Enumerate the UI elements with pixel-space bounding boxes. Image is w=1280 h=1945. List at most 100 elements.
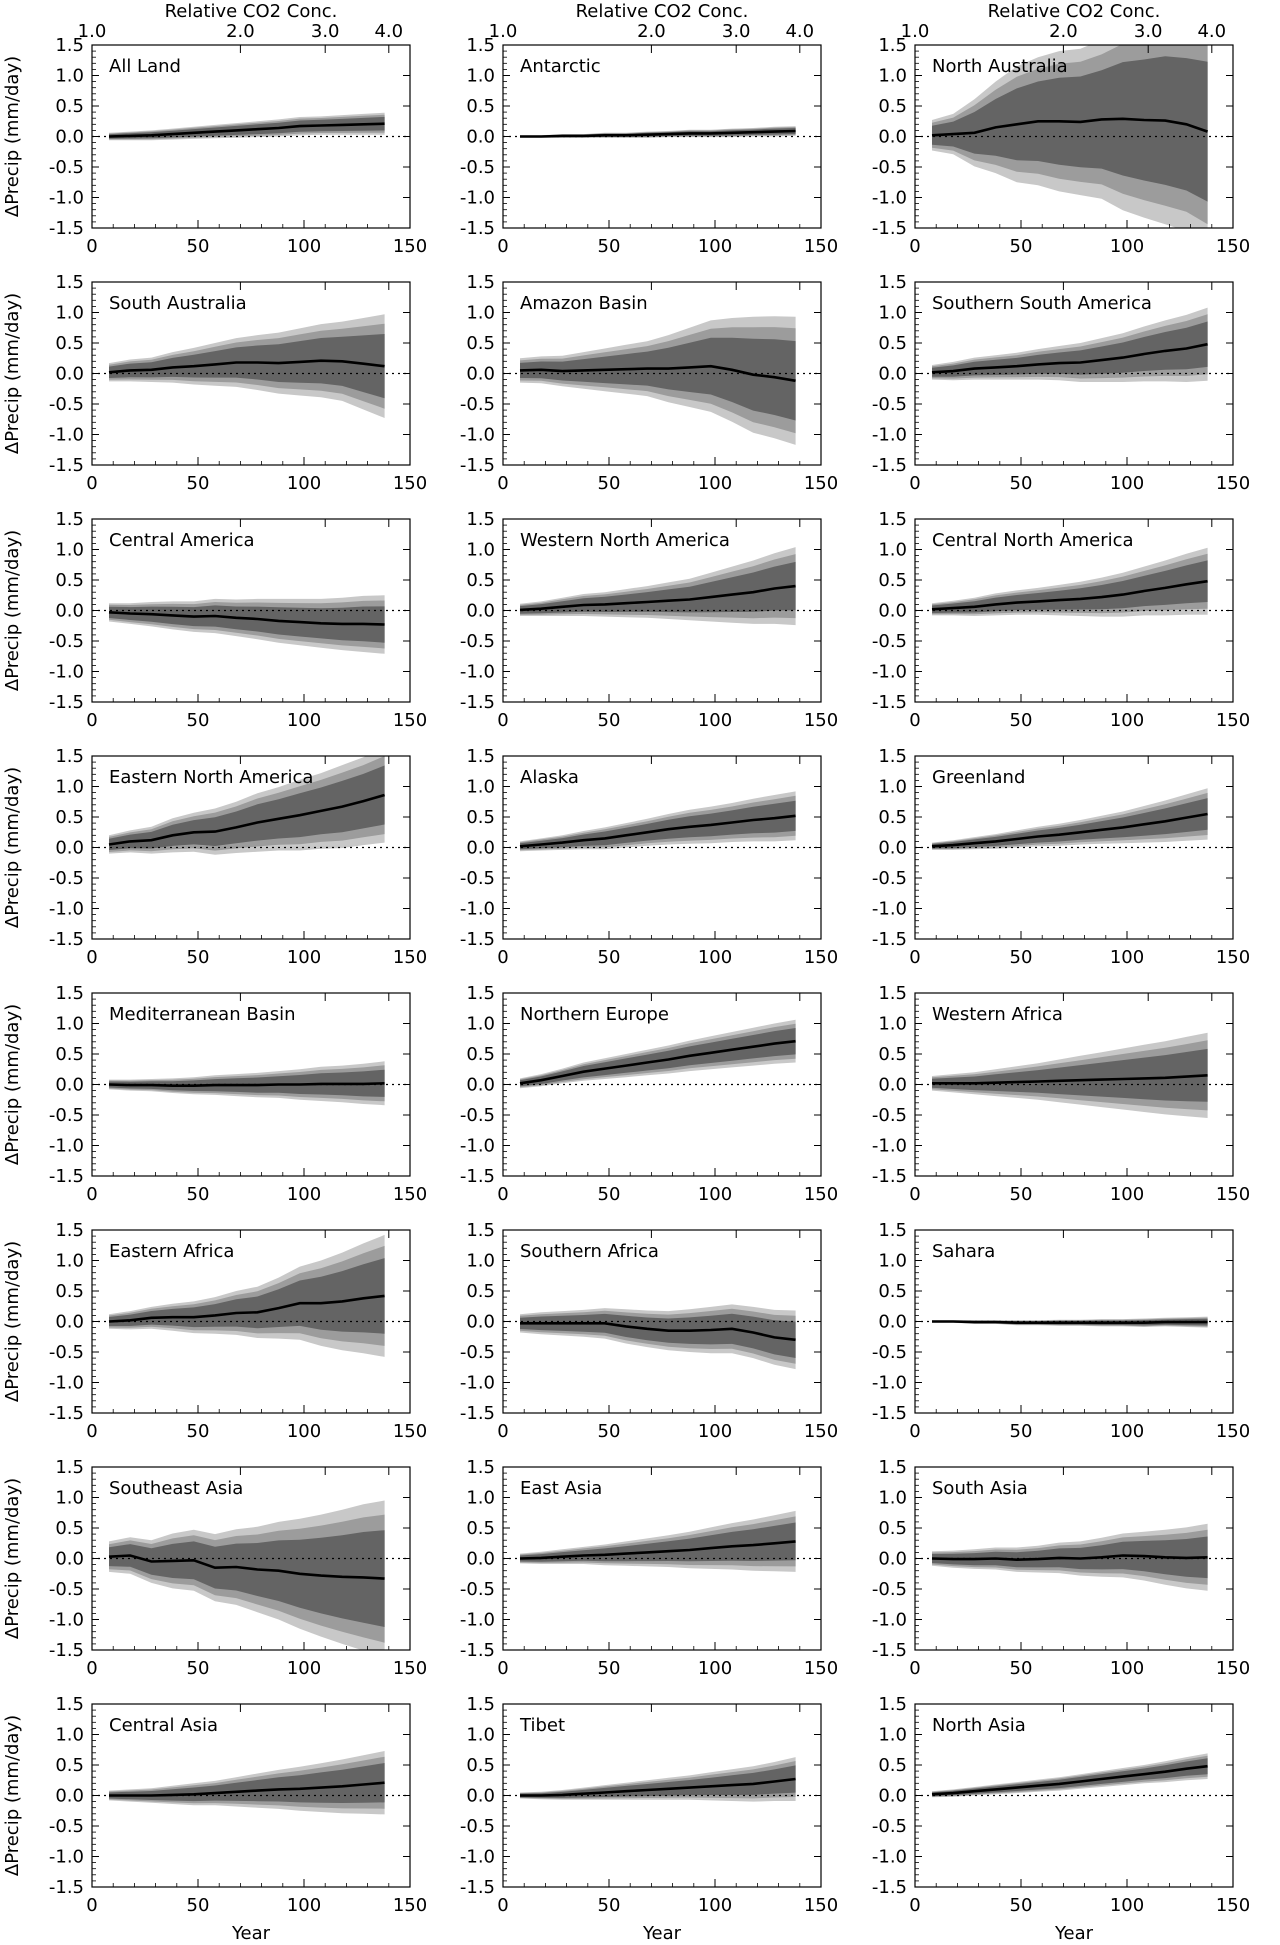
y-tick-label: -1.5 — [49, 1877, 84, 1898]
x-tick-label: 0 — [497, 1895, 508, 1916]
y-tick-label: -1.5 — [460, 455, 495, 476]
y-tick-label: -1.0 — [460, 899, 495, 920]
panel-sahara: 1.5 1.0 0.5 0.0 -0.5 -1.0 -1.50 50 100 150 Sahara — [872, 1220, 1250, 1442]
y-tick-label: 0.5 — [878, 1755, 907, 1776]
spread-band-3 — [932, 321, 1208, 377]
y-tick-label: 1.5 — [878, 272, 907, 293]
region-label: Amazon Basin — [520, 293, 648, 314]
mean-line — [519, 814, 796, 848]
x-tick-label: 150 — [1216, 710, 1250, 731]
y-tick-label: -1.0 — [49, 1610, 84, 1631]
spread-band-3 — [520, 1522, 796, 1562]
x-tick-label: 100 — [1110, 1658, 1144, 1679]
x-tick-label: 100 — [1110, 1421, 1144, 1442]
plot-area — [503, 1510, 821, 1572]
x-tick-label: 150 — [1216, 1421, 1250, 1442]
panel-mediterranean-basin: 1.5 1.0 0.5 0.0 -0.5 -1.0 -1.50 50 100 150 Mediter… — [2, 983, 427, 1205]
y-tick-label: 1.5 — [55, 1220, 84, 1241]
y-tick-label: -0.5 — [872, 1105, 907, 1126]
y-axis-title: ΔPrecip (mm/day) — [2, 1004, 23, 1165]
x-tick-label: 150 — [1216, 1184, 1250, 1205]
plot-area — [915, 1523, 1233, 1591]
spread-band-3 — [520, 561, 796, 614]
y-tick-label: 1.5 — [878, 1694, 907, 1715]
x-tick-label: 100 — [698, 1184, 732, 1205]
y-tick-label: 1.0 — [55, 540, 84, 561]
region-label: Eastern Africa — [109, 1241, 234, 1262]
y-tick-label: 1.0 — [878, 777, 907, 798]
y-tick-label: 1.5 — [878, 1220, 907, 1241]
top-tick-label: 3.0 — [311, 21, 340, 42]
x-tick-label: 50 — [187, 1658, 210, 1679]
x-tick-label: 50 — [598, 947, 621, 968]
mean-line — [931, 812, 1208, 848]
y-tick-label: 0.5 — [55, 1518, 84, 1539]
region-label: Northern Europe — [520, 1004, 669, 1025]
x-tick-label: 0 — [497, 236, 508, 257]
x-tick-label: 0 — [86, 1184, 97, 1205]
y-tick-label: 1.5 — [55, 1694, 84, 1715]
y-tick-label: -1.5 — [49, 692, 84, 713]
region-label: North Asia — [932, 1715, 1026, 1736]
y-tick-label: 1.5 — [466, 746, 495, 767]
mean-line — [108, 1554, 385, 1580]
x-tick-label: 50 — [598, 1421, 621, 1442]
x-tick-label: 0 — [497, 1658, 508, 1679]
top-tick-label: 1.0 — [78, 21, 107, 42]
y-tick-label: 0.5 — [466, 1518, 495, 1539]
y-tick-label: 0.0 — [878, 1786, 907, 1807]
x-tick-label: 50 — [1010, 710, 1033, 731]
y-tick-label: -1.0 — [460, 425, 495, 446]
y-tick-label: 1.0 — [878, 1725, 907, 1746]
y-tick-label: 0.5 — [466, 1281, 495, 1302]
top-tick-label: 2.0 — [226, 21, 255, 42]
x-tick-label: 50 — [1010, 236, 1033, 257]
x-tick-label: 100 — [287, 1895, 321, 1916]
x-tick-label: 100 — [1110, 236, 1144, 257]
y-tick-label: -0.5 — [460, 1342, 495, 1363]
mean-line — [108, 793, 385, 846]
y-tick-label: 0.5 — [466, 807, 495, 828]
panel-northern-europe: 1.5 1.0 0.5 0.0 -0.5 -1.0 -1.50 50 100 150 Norther… — [460, 983, 838, 1205]
y-tick-label: 1.0 — [878, 1488, 907, 1509]
x-tick-label: 0 — [497, 710, 508, 731]
y-tick-label: 1.0 — [55, 1488, 84, 1509]
y-tick-label: -1.5 — [460, 929, 495, 950]
y-tick-label: -0.5 — [460, 1579, 495, 1600]
mean-line — [519, 364, 796, 383]
y-tick-label: 0.0 — [466, 1312, 495, 1333]
x-tick-label: 150 — [804, 1658, 838, 1679]
region-label: Central America — [109, 530, 255, 551]
mean-line — [519, 584, 796, 612]
y-tick-label: -0.5 — [49, 631, 84, 652]
mean-line — [932, 1074, 1208, 1085]
mean-line — [109, 1781, 385, 1797]
x-tick-label: 50 — [187, 236, 210, 257]
x-tick-label: 0 — [497, 947, 508, 968]
y-tick-label: -1.5 — [872, 1403, 907, 1424]
y-axis-title: ΔPrecip (mm/day) — [2, 1241, 23, 1402]
spread-band-3 — [109, 1530, 385, 1627]
x-tick-label: 100 — [1110, 473, 1144, 494]
top-axis-title: Relative CO2 Conc. — [576, 1, 749, 22]
y-tick-label: 0.0 — [878, 601, 907, 622]
y-tick-label: 1.5 — [55, 746, 84, 767]
y-tick-label: 1.0 — [55, 66, 84, 87]
y-tick-label: -1.5 — [49, 1166, 84, 1187]
mean-line — [108, 359, 385, 374]
y-tick-label: 1.0 — [55, 303, 84, 324]
y-tick-label: 1.0 — [466, 777, 495, 798]
y-tick-label: 0.5 — [878, 807, 907, 828]
y-tick-label: 1.5 — [466, 509, 495, 530]
x-tick-label: 0 — [497, 1421, 508, 1442]
x-tick-label: 100 — [1110, 710, 1144, 731]
spread-band-3 — [109, 1069, 385, 1097]
panel-south-asia: 1.5 1.0 0.5 0.0 -0.5 -1.0 -1.50 50 100 150 South A… — [872, 1457, 1250, 1679]
mean-line — [520, 1322, 796, 1342]
y-axis-title: ΔPrecip (mm/day) — [2, 530, 23, 691]
top-tick-label: 2.0 — [637, 21, 666, 42]
x-tick-label: 150 — [1216, 1658, 1250, 1679]
y-tick-label: 1.5 — [466, 1457, 495, 1478]
y-tick-label: -1.5 — [460, 692, 495, 713]
y-tick-label: -0.5 — [49, 157, 84, 178]
